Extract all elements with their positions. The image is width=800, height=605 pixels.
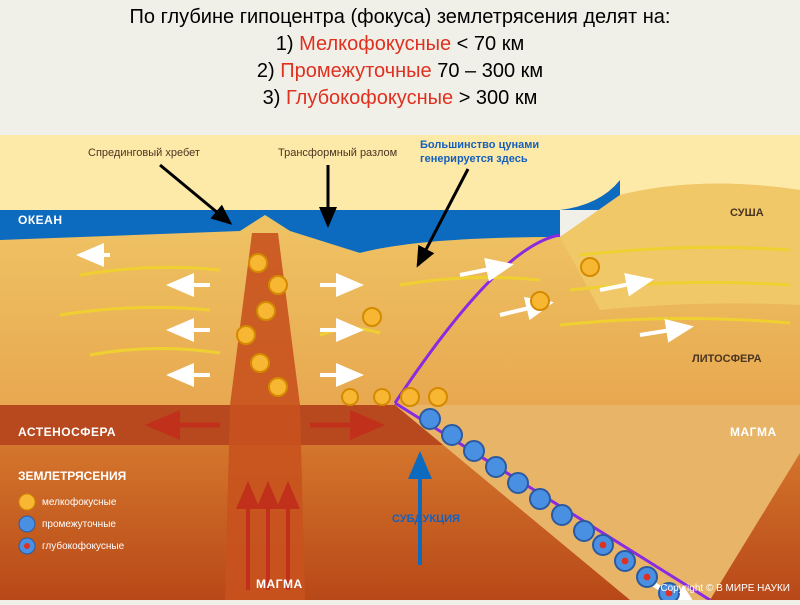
label-asthenosphere: АСТЕНОСФЕРА <box>18 425 116 439</box>
diagram-container: Спрединговый хребет Трансформный разлом … <box>0 135 800 600</box>
item2-red: Промежуточные <box>280 60 431 82</box>
item2-rest: 70 – 300 км <box>432 60 543 82</box>
copyright: Copyright © В МИРЕ НАУКИ <box>660 583 790 594</box>
label-subduction: СУБДУКЦИЯ <box>392 513 460 525</box>
label-transform: Трансформный разлом <box>278 147 397 159</box>
item2-num: 2) <box>257 60 280 82</box>
legend-intermediate-icon <box>18 515 36 533</box>
label-tsunami2: генерируется здесь <box>420 153 528 165</box>
legend-shallow: мелкофокусные <box>18 493 116 511</box>
item1-red: Мелкофокусные <box>299 33 457 55</box>
legend-deep-icon <box>18 537 36 555</box>
legend-intermediate: промежуточные <box>18 515 116 533</box>
legend-intermediate-label: промежуточные <box>42 519 116 530</box>
item3-num: 3) <box>263 87 286 109</box>
legend-deep: глубокофокусные <box>18 537 124 555</box>
item1-num: 1) <box>276 33 299 55</box>
legend-title: ЗЕМЛЕТРЯСЕНИЯ <box>18 469 126 483</box>
item3-rest: > 300 км <box>459 87 538 109</box>
label-magma-top: МАГМА <box>730 425 777 439</box>
legend-shallow-label: мелкофокусные <box>42 497 116 508</box>
legend-shallow-icon <box>18 493 36 511</box>
legend-deep-label: глубокофокусные <box>42 541 124 552</box>
label-lithosphere: ЛИТОСФЕРА <box>692 353 762 365</box>
label-magma-bottom: МАГМА <box>256 577 303 591</box>
label-land: СУША <box>730 207 764 219</box>
geology-diagram <box>0 135 800 600</box>
item1-rest: < 70 км <box>457 33 525 55</box>
label-tsunami1: Большинство цунами <box>420 139 539 151</box>
title-main: По глубине гипоцентра (фокуса) землетряс… <box>130 6 671 28</box>
label-ocean: ОКЕАН <box>18 213 63 227</box>
header-text: По глубине гипоцентра (фокуса) землетряс… <box>50 4 750 112</box>
label-spreading: Спрединговый хребет <box>88 147 200 159</box>
item3-red: Глубокофокусные <box>286 87 459 109</box>
